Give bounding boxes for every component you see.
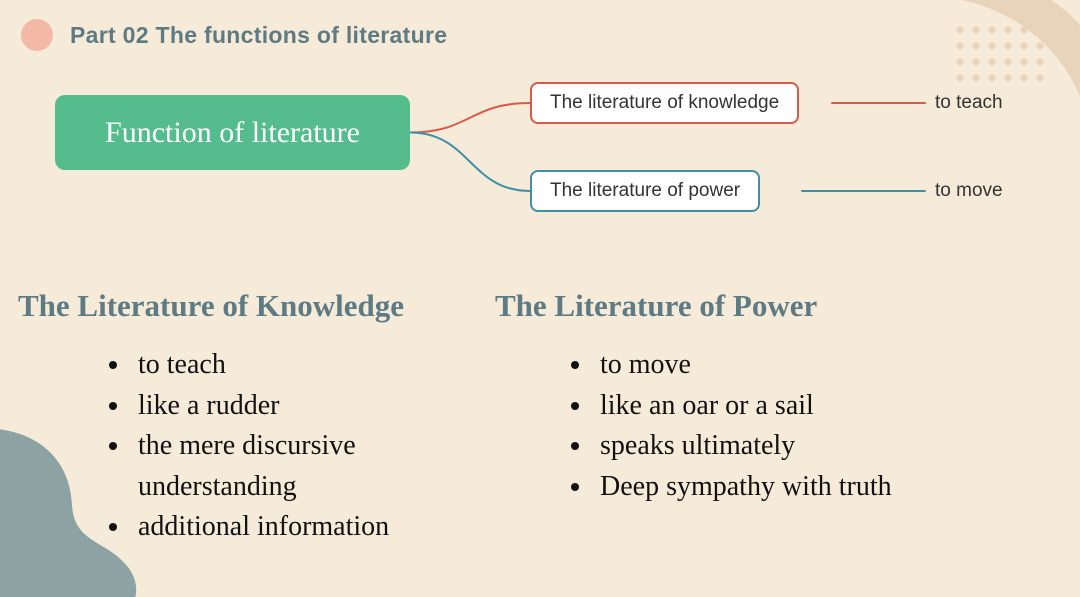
list-item: like a rudder bbox=[132, 386, 512, 427]
mindmap-leaf-knowledge: to teach bbox=[935, 92, 1003, 114]
mindmap-root: Function of literature bbox=[55, 95, 410, 170]
list-item: Deep sympathy with truth bbox=[594, 467, 892, 508]
list-item: like an oar or a sail bbox=[594, 386, 892, 427]
list-item: to move bbox=[594, 345, 892, 386]
list-item: speaks ultimately bbox=[594, 426, 892, 467]
mindmap-leaf-label: to teach bbox=[935, 92, 1003, 113]
mindmap-child-label: The literature of knowledge bbox=[550, 92, 779, 113]
section-title-power: The Literature of Power bbox=[495, 288, 817, 324]
mindmap-child-knowledge: The literature of knowledge bbox=[530, 82, 799, 124]
mindmap-child-power: The literature of power bbox=[530, 170, 760, 212]
list-item: the mere discursive understanding bbox=[132, 426, 512, 507]
section-list-knowledge: to teachlike a rudderthe mere discursive… bbox=[98, 345, 512, 548]
mindmap-leaf-label: to move bbox=[935, 180, 1003, 201]
header: Part 02 The functions of literature bbox=[20, 18, 447, 52]
page-title: Part 02 The functions of literature bbox=[70, 22, 447, 49]
slide-stage: Part 02 The functions of literature Func… bbox=[0, 0, 1080, 597]
mindmap-child-label: The literature of power bbox=[550, 180, 740, 201]
mindmap-leaf-power: to move bbox=[935, 180, 1003, 202]
mindmap-root-label: Function of literature bbox=[105, 116, 360, 150]
list-item: to teach bbox=[132, 345, 512, 386]
crescent-icon bbox=[20, 18, 54, 52]
list-item: additional information bbox=[132, 507, 512, 548]
section-title-knowledge: The Literature of Knowledge bbox=[18, 288, 404, 324]
section-list-power: to movelike an oar or a sailspeaks ultim… bbox=[560, 345, 892, 507]
